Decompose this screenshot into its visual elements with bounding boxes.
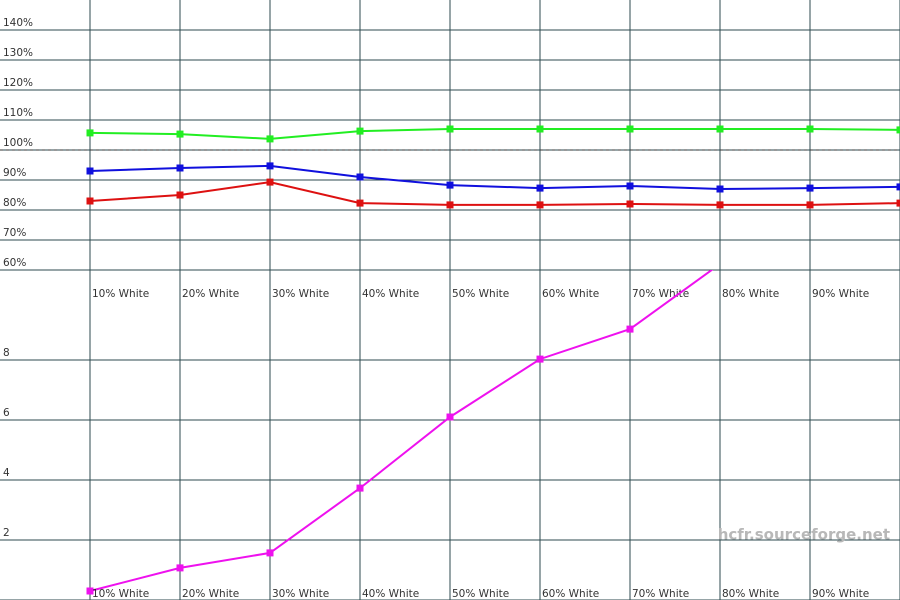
data-point (536, 184, 544, 192)
y-tick-label: 110% (3, 107, 33, 119)
data-point (266, 135, 274, 143)
data-point (626, 200, 634, 208)
data-point (446, 125, 454, 133)
y-tick-label: 120% (3, 77, 33, 89)
x-tick-label: 40% White (362, 288, 419, 300)
y-tick-label: 2 (3, 527, 10, 539)
series-line (89, 270, 714, 592)
data-point (896, 199, 900, 207)
data-point (176, 191, 184, 199)
data-point (806, 201, 814, 209)
x-tick-label: 70% White (632, 288, 689, 300)
y-tick-label: 60% (3, 257, 26, 269)
data-point (536, 125, 544, 133)
x-tick-label: 50% White (452, 588, 509, 600)
data-point (446, 413, 454, 421)
data-point (446, 201, 454, 209)
data-point (536, 355, 544, 363)
data-point (86, 587, 94, 595)
data-point (176, 130, 184, 138)
data-point (626, 125, 634, 133)
x-tick-label: 70% White (632, 588, 689, 600)
data-point (716, 125, 724, 133)
y-tick-label: 140% (3, 17, 33, 29)
data-point (536, 201, 544, 209)
y-tick-label: 70% (3, 227, 26, 239)
y-tick-label: 90% (3, 167, 26, 179)
x-tick-label: 10% White (92, 588, 149, 600)
x-tick-label: 80% White (722, 288, 779, 300)
data-point (806, 125, 814, 133)
data-point (626, 325, 634, 333)
data-point (266, 162, 274, 170)
series-line (89, 164, 900, 191)
x-tick-label: 60% White (542, 588, 599, 600)
data-point (86, 167, 94, 175)
data-point (356, 127, 364, 135)
series-line (89, 181, 900, 206)
x-tick-label: 10% White (92, 288, 149, 300)
x-tick-label: 30% White (272, 588, 329, 600)
data-point (356, 173, 364, 181)
y-tick-label: 130% (3, 47, 33, 59)
data-point (896, 183, 900, 191)
data-point (716, 185, 724, 193)
x-tick-label: 50% White (452, 288, 509, 300)
data-point (176, 564, 184, 572)
data-point (86, 129, 94, 137)
x-tick-label: 30% White (272, 288, 329, 300)
data-point (806, 184, 814, 192)
x-tick-label: 80% White (722, 588, 779, 600)
x-tick-label: 20% White (182, 588, 239, 600)
plot (0, 270, 900, 600)
series-line (89, 128, 900, 140)
x-tick-label: 60% White (542, 288, 599, 300)
y-tick-label: 4 (3, 467, 10, 479)
data-point (266, 178, 274, 186)
data-point (176, 164, 184, 172)
data-point (626, 182, 634, 190)
data-point (86, 197, 94, 205)
x-tick-label: 40% White (362, 588, 419, 600)
data-point (356, 199, 364, 207)
x-tick-label: 20% White (182, 288, 239, 300)
y-tick-label: 80% (3, 197, 26, 209)
watermark: hcfr.sourceforge.net (718, 526, 890, 544)
data-point (716, 201, 724, 209)
data-point (896, 126, 900, 134)
x-tick-label: 90% White (812, 288, 869, 300)
y-tick-label: 8 (3, 347, 10, 359)
y-tick-label: 6 (3, 407, 10, 419)
plot (0, 0, 900, 270)
data-point (266, 549, 274, 557)
y-tick-label: 100% (3, 137, 33, 149)
data-point (356, 484, 364, 492)
x-tick-label: 90% White (812, 588, 869, 600)
data-point (446, 181, 454, 189)
